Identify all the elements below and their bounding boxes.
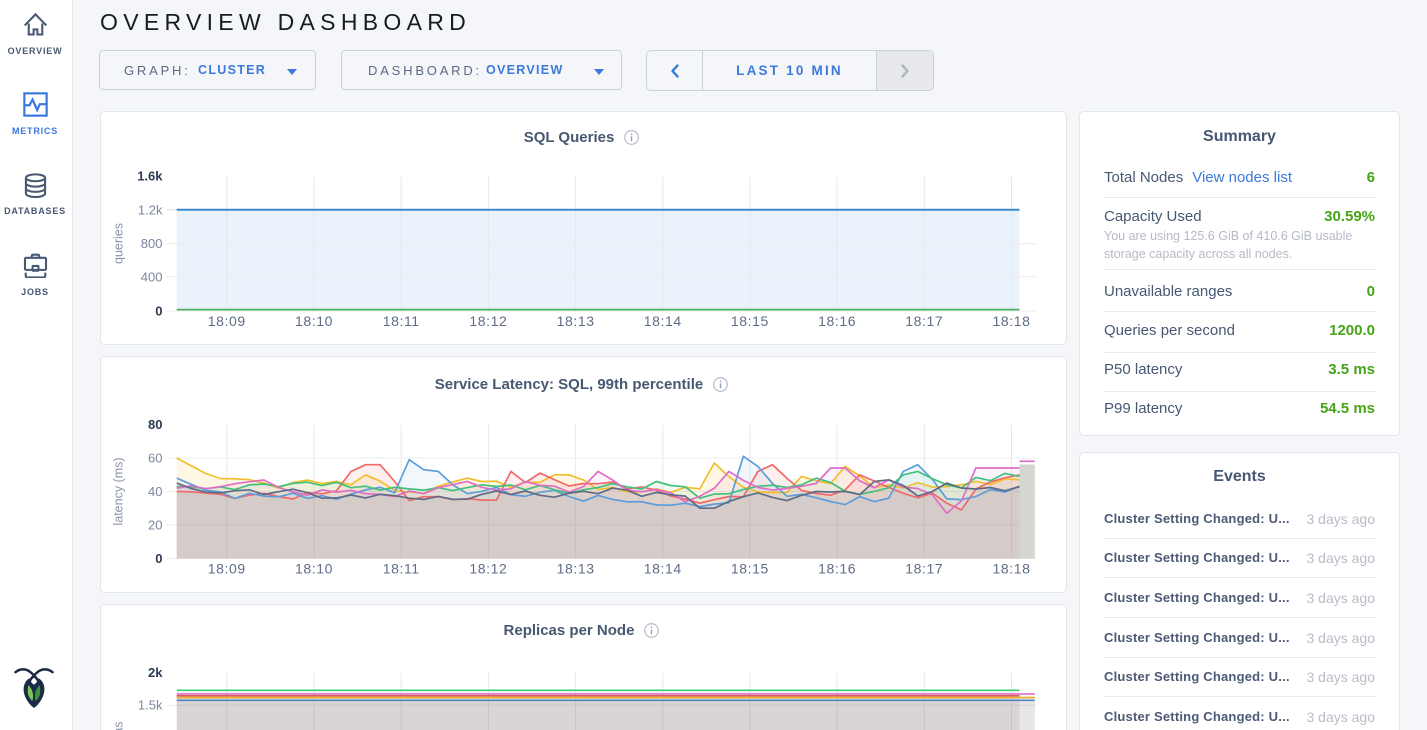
svg-text:2k: 2k: [148, 664, 163, 679]
svg-text:1.6k: 1.6k: [137, 169, 163, 184]
svg-text:18:14: 18:14: [644, 313, 682, 329]
svg-text:18:15: 18:15: [731, 560, 769, 576]
svg-text:18:13: 18:13: [557, 560, 595, 576]
svg-text:18:10: 18:10: [295, 560, 333, 576]
svg-text:20: 20: [148, 517, 162, 532]
svg-text:18:10: 18:10: [295, 313, 333, 329]
svg-text:replicas: replicas: [112, 721, 126, 730]
svg-text:18:18: 18:18: [992, 313, 1030, 329]
svg-text:18:14: 18:14: [644, 560, 682, 576]
svg-text:1.5k: 1.5k: [138, 697, 163, 712]
svg-text:18:17: 18:17: [905, 313, 943, 329]
svg-text:18:09: 18:09: [208, 313, 246, 329]
svg-text:40: 40: [148, 483, 162, 498]
svg-text:18:15: 18:15: [731, 313, 769, 329]
svg-text:18:16: 18:16: [818, 560, 856, 576]
svg-text:18:11: 18:11: [383, 560, 420, 576]
svg-text:18:12: 18:12: [469, 560, 507, 576]
svg-text:18:13: 18:13: [557, 313, 595, 329]
svg-text:18:12: 18:12: [469, 313, 507, 329]
svg-text:60: 60: [148, 450, 162, 465]
svg-text:400: 400: [141, 269, 163, 284]
svg-text:0: 0: [155, 303, 162, 318]
svg-text:80: 80: [148, 416, 162, 431]
svg-text:latency (ms): latency (ms): [112, 457, 126, 525]
svg-text:1.2k: 1.2k: [138, 202, 163, 217]
svg-text:18:09: 18:09: [208, 560, 246, 576]
svg-text:queries: queries: [112, 223, 126, 264]
svg-text:800: 800: [141, 236, 163, 251]
svg-text:0: 0: [155, 550, 162, 565]
svg-text:18:18: 18:18: [992, 560, 1030, 576]
svg-text:18:16: 18:16: [818, 313, 856, 329]
svg-text:18:17: 18:17: [905, 560, 943, 576]
svg-text:18:11: 18:11: [383, 313, 420, 329]
